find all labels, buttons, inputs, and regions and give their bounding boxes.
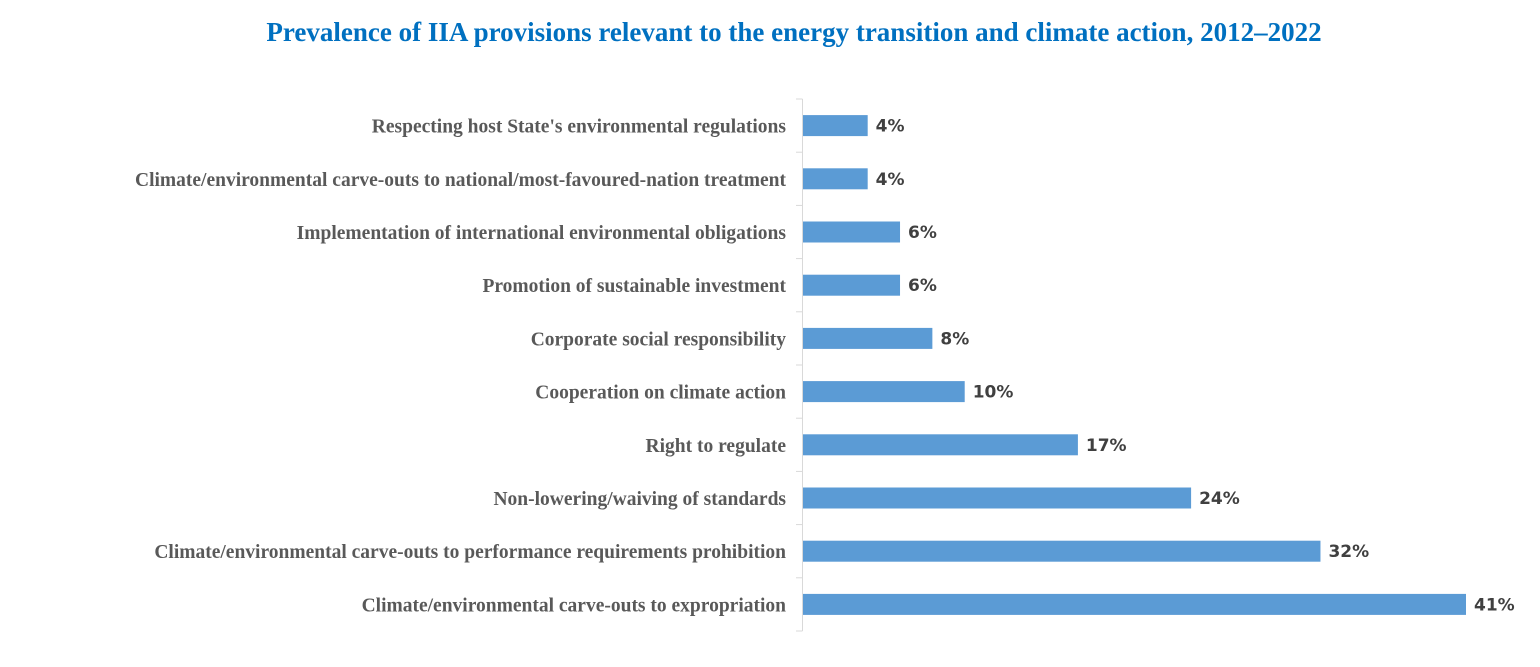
bar xyxy=(803,487,1192,509)
category-label: Cooperation on climate action xyxy=(535,383,786,404)
value-label: 32% xyxy=(1328,542,1369,562)
bar xyxy=(803,168,868,190)
value-label: 4% xyxy=(876,170,905,190)
bar xyxy=(803,540,1321,562)
category-label: Climate/environmental carve-outs to nati… xyxy=(135,170,787,191)
bar xyxy=(803,115,868,137)
chart-title: Prevalence of IIA provisions relevant to… xyxy=(266,17,1322,47)
value-label: 6% xyxy=(908,223,937,243)
category-label: Climate/environmental carve-outs to perf… xyxy=(154,542,786,563)
bar xyxy=(803,327,933,349)
value-label: 4% xyxy=(876,117,905,137)
value-label: 24% xyxy=(1199,489,1240,509)
category-label: Corporate social responsibility xyxy=(531,329,787,350)
category-label: Right to regulate xyxy=(646,436,787,457)
bar xyxy=(803,381,965,403)
category-label: Climate/environmental carve-outs to expr… xyxy=(362,595,787,616)
value-label: 8% xyxy=(940,329,969,349)
bar xyxy=(803,434,1078,456)
value-label: 17% xyxy=(1086,436,1127,456)
value-label: 6% xyxy=(908,276,937,296)
category-label: Implementation of international environm… xyxy=(297,223,787,244)
value-label: 41% xyxy=(1474,595,1515,615)
category-label: Promotion of sustainable investment xyxy=(482,276,786,297)
category-label: Non-lowering/waiving of standards xyxy=(493,489,786,510)
category-label: Respecting host State's environmental re… xyxy=(372,117,787,138)
value-label: 10% xyxy=(973,383,1014,403)
bar xyxy=(803,274,901,296)
bar xyxy=(803,593,1466,615)
bar xyxy=(803,221,901,243)
